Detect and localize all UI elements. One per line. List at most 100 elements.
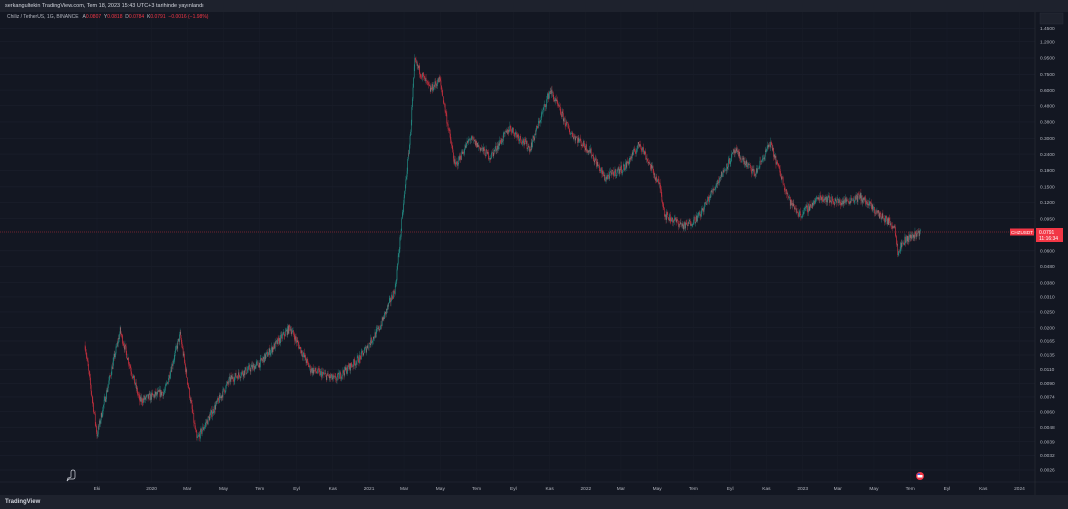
candle	[642, 147, 643, 153]
candle	[858, 191, 859, 196]
price-tick: 0.0039	[1040, 439, 1055, 445]
time-tick: 2024	[1014, 486, 1025, 492]
candle	[415, 56, 417, 65]
candle	[560, 108, 562, 116]
candle	[828, 195, 830, 198]
candle	[217, 396, 218, 404]
candle	[755, 173, 756, 178]
candle	[144, 394, 146, 401]
candle	[463, 150, 464, 156]
time-tick: 2021	[364, 486, 375, 492]
candles	[84, 54, 921, 442]
candle	[410, 129, 411, 137]
candle	[120, 326, 122, 337]
candle	[270, 350, 271, 357]
candle	[542, 110, 543, 115]
symbol-info[interactable]: Chiliz / TetherUS, 1G, BINANCE	[7, 14, 79, 20]
candle	[599, 163, 600, 174]
candle	[646, 154, 648, 163]
candle	[882, 209, 884, 220]
candle	[904, 233, 906, 246]
candle	[97, 430, 98, 439]
candle	[408, 149, 409, 161]
candle	[739, 149, 740, 162]
last-price-tag: 0.0791 11:16:34	[1036, 228, 1063, 242]
candle	[441, 87, 443, 96]
candle	[745, 161, 746, 168]
candle	[442, 90, 443, 97]
candle	[607, 174, 609, 181]
candle	[374, 335, 375, 342]
candle	[485, 152, 486, 159]
candle	[655, 173, 657, 181]
candle	[175, 343, 177, 351]
candle	[756, 168, 758, 174]
candle	[419, 63, 420, 78]
candle	[178, 338, 180, 345]
candle	[571, 131, 573, 138]
candle	[771, 142, 773, 149]
candle	[443, 96, 444, 104]
candle	[282, 332, 283, 342]
candle	[500, 139, 502, 145]
candle	[425, 77, 426, 83]
candle	[643, 143, 644, 154]
candle	[807, 202, 808, 216]
candle	[834, 197, 835, 206]
candle	[351, 362, 353, 368]
candle	[91, 390, 92, 398]
candle	[238, 370, 240, 378]
candle	[424, 75, 425, 79]
price-tick: 0.0026	[1040, 468, 1055, 474]
time-tick: Eyl	[510, 486, 517, 492]
candle	[511, 129, 512, 136]
candle	[176, 342, 178, 352]
candle	[530, 138, 532, 152]
tradingview-logo[interactable]: TradingView	[5, 499, 41, 505]
candle	[561, 107, 563, 120]
candle	[204, 425, 205, 432]
candle	[872, 203, 874, 212]
candle	[529, 145, 531, 154]
candle	[702, 205, 704, 214]
candle	[453, 155, 455, 165]
price-tick: 0.9500	[1040, 56, 1055, 62]
time-tick: May	[436, 486, 446, 492]
candle	[855, 192, 857, 204]
candle	[460, 155, 462, 161]
candle	[801, 216, 802, 219]
candle	[209, 413, 210, 422]
candle	[352, 364, 354, 371]
candle	[291, 328, 293, 337]
candle	[257, 360, 258, 366]
candle	[737, 148, 739, 155]
candle	[296, 337, 298, 346]
candle	[242, 369, 243, 376]
candle	[413, 64, 415, 79]
candle	[697, 212, 699, 218]
time-axis[interactable]: Eki 2020 Mar May Tem Eyl Kas 2021 Mar May Tem Eyl Ka…	[94, 486, 1025, 492]
candle	[582, 143, 583, 148]
candle	[722, 168, 724, 178]
candle	[251, 362, 252, 367]
candle	[839, 196, 840, 206]
price-chart[interactable]: 1.4500 1.2000 0.9500 0.7500 0.6000 0.4800 0.38…	[0, 12, 1068, 495]
candle	[499, 136, 500, 150]
candle	[255, 360, 257, 369]
candle	[740, 155, 741, 160]
candle	[408, 150, 410, 157]
candle	[734, 148, 735, 157]
candle	[915, 231, 916, 237]
candle	[190, 395, 191, 404]
candle	[634, 147, 636, 157]
candle	[556, 99, 558, 102]
candle	[503, 132, 504, 145]
candle	[864, 196, 865, 202]
candle	[612, 167, 614, 176]
price-axis[interactable]: 1.4500 1.2000 0.9500 0.7500 0.6000 0.4800 0.38…	[1040, 26, 1055, 474]
candle	[196, 430, 198, 441]
candle	[772, 143, 773, 152]
us-flag-event-icon[interactable]	[916, 472, 924, 480]
candle	[171, 366, 172, 373]
candle	[317, 369, 318, 375]
